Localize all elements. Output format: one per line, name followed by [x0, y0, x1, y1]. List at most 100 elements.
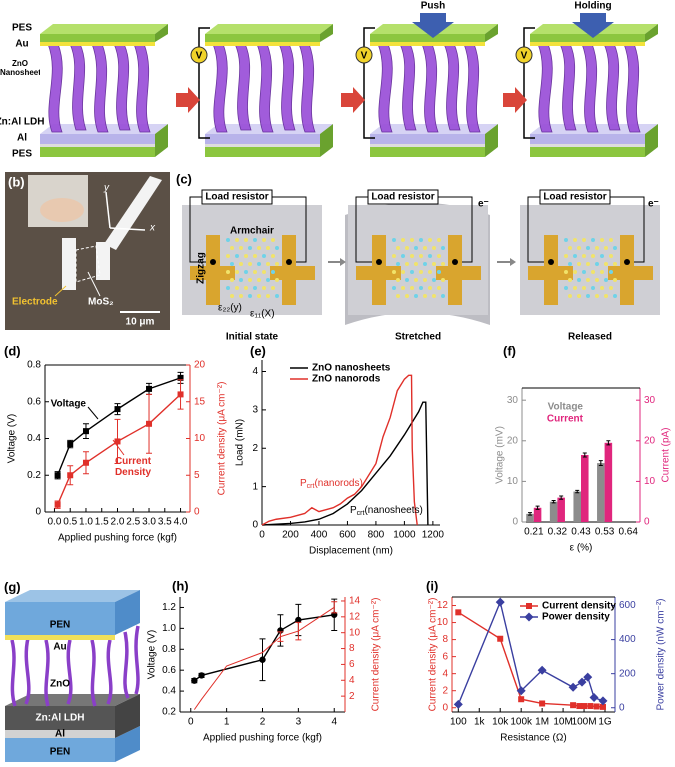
annotation-part: P: [300, 478, 307, 489]
series-line: [193, 614, 335, 682]
marker: [581, 703, 588, 710]
y2-axis-label: Power density (nW cm⁻²): [656, 599, 667, 711]
error-bar: [331, 601, 338, 614]
marker: [54, 472, 61, 479]
marker: [539, 700, 546, 707]
marker: [114, 438, 121, 445]
annotation-part: P: [350, 505, 357, 516]
layer-label: ZnO: [50, 679, 70, 690]
y-tick-label: 8: [442, 634, 448, 645]
x-tick-label: 200: [282, 530, 299, 541]
push-label: Push: [421, 1, 445, 12]
y-axis-label: Voltage (mV): [495, 426, 506, 484]
y-tick-label: 0: [512, 517, 518, 528]
marker: [198, 672, 205, 679]
axis-label: x: [149, 223, 156, 234]
x-tick-label: 100: [450, 717, 467, 728]
push-arrow: [412, 13, 454, 38]
layer-label: Al: [17, 133, 27, 144]
layer-label-box: ZnO Nanosheet: [0, 60, 40, 77]
marker: [537, 665, 547, 675]
legend-marker: [524, 612, 534, 622]
x-tick-label: 0: [188, 717, 194, 728]
x-tick-label: 0.53: [595, 527, 615, 538]
x-tick-label: 2: [260, 717, 266, 728]
holding-label: Holding: [574, 1, 611, 12]
x-tick-label: 0.5: [63, 517, 77, 528]
bar: [533, 507, 542, 522]
marker: [589, 693, 599, 703]
error-bar: [606, 440, 611, 446]
layer-label: Al: [55, 729, 65, 740]
error-bar: [598, 460, 603, 467]
marker: [295, 616, 302, 624]
meter-label: V: [361, 51, 368, 62]
y2-tick-label: 6: [349, 659, 355, 670]
layer: [115, 590, 140, 635]
panel-label: (i): [426, 578, 438, 593]
x-tick-label: 0.64: [618, 527, 638, 538]
series-line: [457, 611, 604, 708]
y2-tick-label: 10: [349, 627, 361, 638]
y-tick-label: 10: [507, 476, 519, 487]
legend-label: Power density: [542, 612, 610, 623]
x-axis-label: Applied pushing force (kgf): [58, 533, 177, 544]
x-tick-label: 1G: [598, 717, 612, 728]
annotation-part: crt: [307, 483, 315, 490]
x-tick-label: 10M: [553, 717, 572, 728]
arrow-head: [510, 258, 516, 266]
stack-4: [529, 23, 659, 158]
electrode-label: Electrode: [12, 297, 58, 308]
bar: [573, 491, 581, 522]
x-axis-label: Applied pushing force (kgf): [203, 733, 322, 744]
panel-g: (g) PEN Au ZnO Zn:Al LDH Al PEN: [4, 579, 140, 762]
x-tick-label: 1.5: [95, 517, 109, 528]
y-axis-label: Current density (μA cm⁻²): [428, 598, 439, 712]
x-tick-label: 1000: [393, 530, 416, 541]
y2-tick-label: 20: [644, 435, 656, 446]
series-line: [56, 377, 181, 476]
arrow: [341, 87, 365, 113]
x-tick-label: 0.21: [524, 527, 544, 538]
panel-label: (f): [503, 343, 516, 358]
state-label: Initial state: [226, 332, 279, 343]
annotation-part: crt: [357, 510, 365, 517]
strain-label: ε₁₁(X): [250, 309, 275, 320]
error-bar: [528, 512, 533, 516]
series-label-box: Current Density: [115, 456, 151, 478]
marker: [570, 702, 577, 709]
y2-tick-label: 0: [644, 517, 650, 528]
y2-tick-label: 200: [619, 668, 636, 679]
bar: [549, 501, 558, 522]
y2-tick-label: 8: [349, 643, 355, 654]
y-tick-label: 4: [252, 366, 258, 377]
y2-tick-label: 600: [619, 600, 636, 611]
error-bar: [582, 452, 587, 458]
error-bar: [575, 489, 580, 494]
marker: [259, 656, 266, 663]
x-tick-label: 0: [259, 530, 265, 541]
electron-label: e⁻: [648, 199, 659, 210]
y-tick-label: 2: [252, 443, 258, 454]
strain-label: ε₂₂(y): [218, 303, 242, 314]
y-tick-label: 1.0: [162, 623, 176, 634]
layer: [5, 635, 115, 640]
y2-tick-label: 14: [349, 596, 361, 607]
meter-label: V: [521, 51, 528, 62]
x-tick-label: 0.0: [48, 517, 62, 528]
x-tick-label: 600: [339, 530, 356, 541]
panel-a: V V V Push Holding PES Au Al PES Zn:Al L…: [0, 1, 659, 160]
y-tick-label: 4: [442, 668, 448, 679]
y-axis-label: Load (mN): [235, 419, 246, 466]
y2-tick-label: 10: [644, 476, 656, 487]
electron-label: e⁻: [478, 199, 489, 210]
nanowires: [10, 625, 140, 707]
x-tick-label: 1200: [422, 530, 445, 541]
y-tick-label: 1: [252, 481, 258, 492]
hold-arrow: [572, 13, 614, 38]
marker: [453, 699, 463, 709]
x-tick-label: 400: [311, 530, 328, 541]
x-tick-label: 800: [368, 530, 385, 541]
marker: [497, 635, 504, 642]
y-tick-label: 0: [35, 507, 41, 518]
